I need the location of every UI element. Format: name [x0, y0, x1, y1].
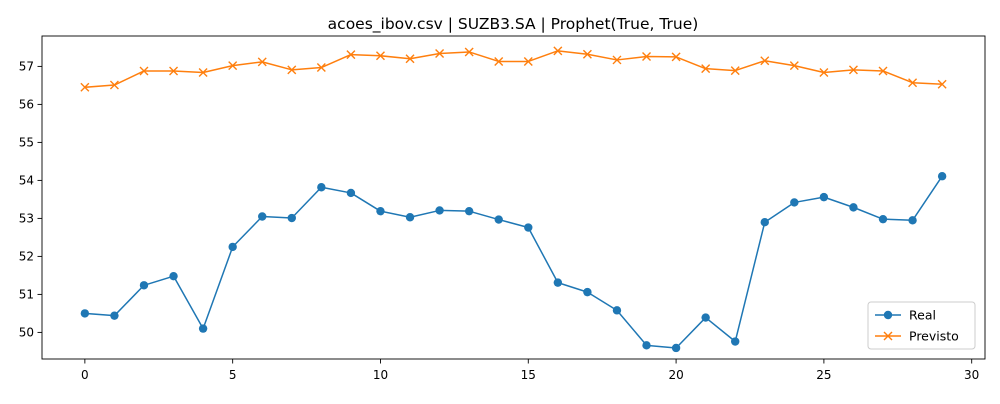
data-point-0-20	[671, 343, 681, 353]
data-point-0-12	[435, 206, 444, 215]
data-point-1-23	[760, 56, 770, 66]
data-point-1-18	[612, 55, 622, 65]
data-point-1-16	[553, 46, 563, 56]
data-point-1-19	[642, 52, 652, 62]
data-point-0-23	[760, 218, 769, 227]
legend-label-0: Real	[909, 308, 936, 323]
data-point-0-13	[464, 206, 474, 216]
y-tick-label-0: 50	[19, 326, 34, 340]
data-point-1-26	[848, 65, 858, 75]
data-point-1-27	[878, 66, 888, 76]
y-tick-label-2: 52	[19, 250, 34, 264]
data-point-1-0	[80, 82, 90, 92]
data-point-0-17	[583, 287, 592, 297]
data-point-1-8	[316, 63, 326, 73]
data-point-0-0	[80, 309, 90, 318]
data-point-0-6	[258, 212, 267, 221]
data-point-1-4	[198, 67, 208, 77]
data-point-0-9	[346, 188, 356, 198]
data-point-1-3	[169, 66, 179, 76]
axes: 0 5 10 15 20 25 30 50 51 52 53 54 55 56 57	[19, 35, 986, 382]
data-point-1-1	[109, 80, 119, 90]
data-point-1-2	[139, 66, 149, 76]
data-point-0-11	[405, 213, 415, 222]
data-point-0-28	[908, 216, 917, 225]
legend-entry-1: Previsto	[875, 329, 959, 344]
data-point-0-8	[317, 183, 326, 192]
x-tick-label-1: 5	[229, 368, 237, 382]
legend-box	[867, 301, 976, 350]
data-point-1-21	[701, 64, 711, 74]
x-tick-label-4: 20	[668, 368, 683, 382]
data-point-0-18	[612, 306, 622, 315]
x-tick-label-5: 25	[816, 368, 831, 382]
x-tick-label-0: 0	[81, 368, 89, 382]
y-tick-label-5: 55	[19, 136, 34, 150]
plot-area	[80, 46, 947, 353]
data-point-1-20	[671, 52, 681, 62]
plot-frame	[41, 35, 986, 360]
data-point-1-12	[435, 48, 445, 58]
y-tick-label-7: 57	[19, 60, 34, 74]
data-point-0-27	[878, 214, 888, 224]
data-point-1-28	[908, 78, 918, 88]
data-point-0-25	[819, 192, 829, 202]
data-point-1-13	[464, 47, 474, 57]
data-point-0-14	[494, 215, 503, 224]
legend: Real Previsto	[867, 301, 976, 350]
y-tick-label-3: 53	[19, 212, 34, 226]
data-point-0-29	[937, 172, 947, 181]
y-tick-label-4: 54	[19, 174, 34, 188]
y-tick-label-6: 56	[19, 98, 34, 112]
series-line-0	[84, 175, 944, 349]
data-point-0-22	[731, 337, 740, 346]
data-point-1-11	[405, 54, 415, 64]
data-point-0-10	[376, 206, 385, 216]
x-tick-label-3: 15	[521, 368, 536, 382]
data-point-0-19	[642, 341, 651, 350]
data-point-0-15	[524, 223, 533, 232]
data-point-0-2	[139, 281, 149, 290]
data-point-0-3	[169, 271, 178, 281]
data-point-1-15	[523, 56, 533, 66]
data-point-0-16	[553, 278, 563, 287]
data-point-0-4	[198, 324, 208, 333]
x-tick-label-2: 10	[373, 368, 388, 382]
data-point-1-22	[730, 66, 740, 76]
chart-title: acoes_ibov.csv | SUZB3.SA | Prophet(True…	[328, 15, 699, 34]
data-point-0-1	[110, 311, 119, 320]
data-point-1-6	[257, 57, 267, 67]
data-point-1-24	[789, 61, 799, 71]
data-point-1-14	[494, 56, 504, 66]
data-point-1-17	[582, 49, 592, 59]
data-point-1-7	[287, 65, 297, 75]
data-point-0-21	[701, 313, 710, 322]
legend-entry-0: Real	[875, 308, 936, 323]
data-point-1-29	[937, 79, 947, 89]
data-point-0-5	[228, 242, 237, 252]
legend-label-1: Previsto	[909, 329, 959, 344]
x-tick-label-6: 30	[964, 368, 979, 382]
data-point-0-24	[790, 198, 799, 207]
data-point-1-9	[346, 50, 356, 60]
data-point-1-10	[375, 51, 385, 61]
data-point-0-7	[287, 213, 296, 223]
data-point-1-5	[228, 61, 238, 71]
y-tick-label-1: 51	[19, 288, 34, 302]
series-line-1	[84, 50, 943, 89]
data-point-1-25	[819, 67, 829, 77]
data-point-0-26	[849, 203, 858, 212]
